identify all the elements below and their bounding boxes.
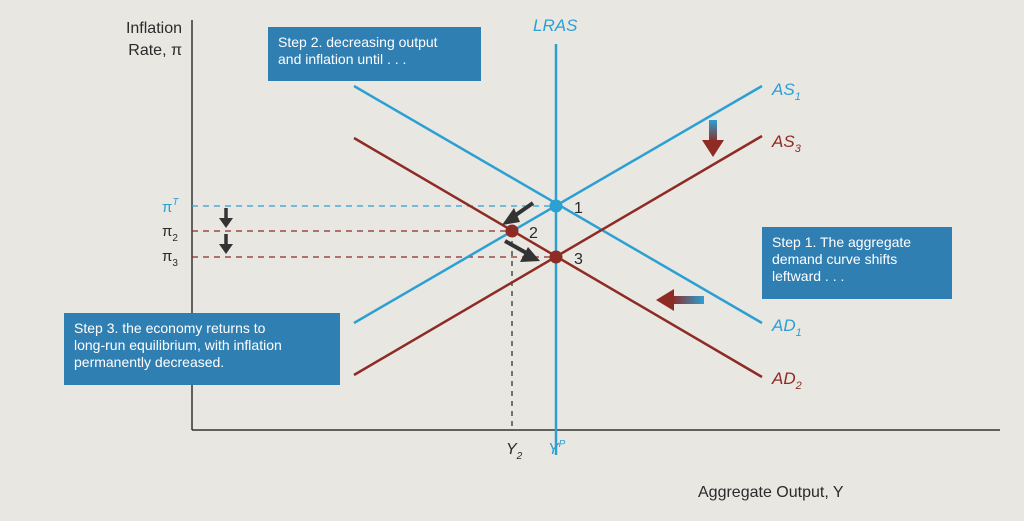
pi-target-label: πT <box>162 197 179 216</box>
point-1-marker <box>549 199 563 213</box>
ad2-label: AD2 <box>771 369 802 392</box>
arrow-1-to-2-icon <box>502 201 535 225</box>
point-3-label: 3 <box>574 251 583 268</box>
as3-label: AS3 <box>771 132 802 155</box>
step1-callout: Step 1. The aggregate demand curve shift… <box>762 227 952 299</box>
step2-callout: Step 2. decreasing output and inflation … <box>268 27 481 81</box>
point-1-label: 1 <box>574 200 583 217</box>
y-axis-title-line1: Inflation <box>126 20 182 37</box>
yp-label: YP <box>548 439 566 458</box>
pi-3-label: π3 <box>162 248 178 269</box>
y2-label: Y2 <box>506 441 523 462</box>
ad1-label: AD1 <box>771 316 802 339</box>
pi-2-label: π2 <box>162 223 178 244</box>
step3-callout: Step 3. the economy returns to long-run … <box>64 313 340 385</box>
x-axis-title: Aggregate Output, Y <box>698 484 844 501</box>
lras-label: LRAS <box>533 16 578 35</box>
down-arrow-pi-2-to-3-icon <box>219 234 233 254</box>
y-axis-title-line2: Rate, π <box>128 42 182 59</box>
as-shift-down-arrow-icon <box>702 120 724 157</box>
point-3-marker <box>549 250 563 264</box>
point-2-marker <box>505 224 519 238</box>
down-arrow-pi-t-to-2-icon <box>219 208 233 228</box>
point-2-label: 2 <box>529 225 538 242</box>
arrow-2-to-3-icon <box>504 239 540 262</box>
as1-label: AS1 <box>771 80 801 103</box>
ad-shift-left-arrow-icon <box>656 289 704 311</box>
